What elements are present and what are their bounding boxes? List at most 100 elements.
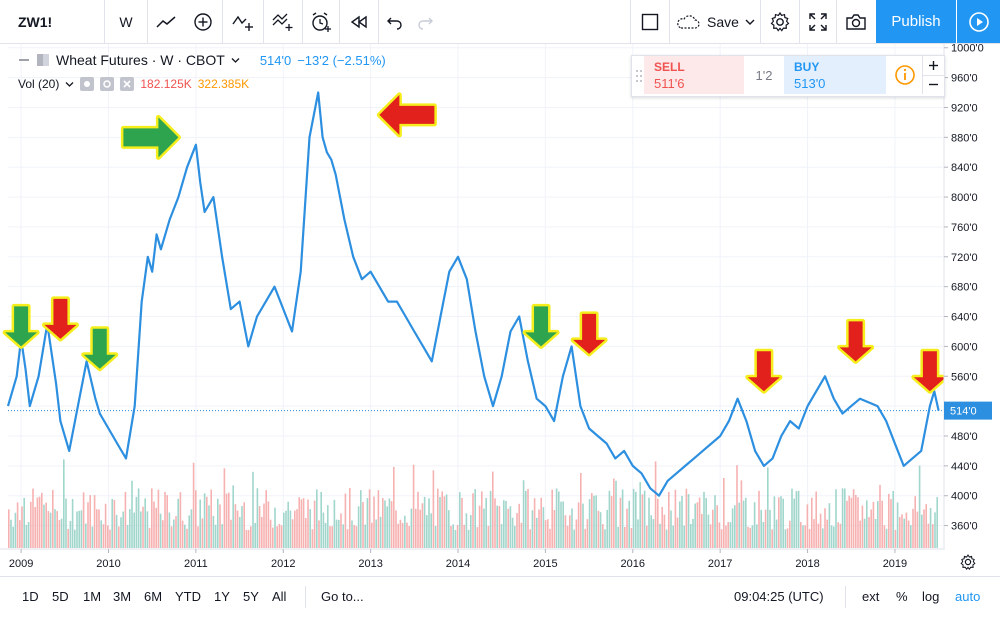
redo-button[interactable] — [411, 0, 439, 43]
red-down-arrow — [911, 348, 949, 394]
camera-icon — [846, 13, 866, 30]
volume-bar — [415, 508, 417, 548]
volume-bar — [514, 525, 516, 548]
symbol-search[interactable]: ZW1! — [18, 13, 53, 30]
info-icon[interactable] — [894, 64, 916, 86]
compare-button[interactable] — [184, 0, 222, 43]
range-1d[interactable]: 1D — [22, 589, 39, 604]
volume-bar — [780, 496, 782, 548]
collapse-icon[interactable] — [18, 54, 30, 66]
volume-bar — [151, 488, 153, 548]
volume-bar — [879, 484, 881, 548]
price-chart[interactable]: 1000'0 960'0 920'0 880'0 840'0 800'0 760'0 720'… — [0, 44, 1000, 576]
range-1y[interactable]: 1Y — [214, 589, 230, 604]
volume-bar — [445, 494, 448, 548]
fullscreen-button[interactable] — [800, 0, 836, 43]
percent-scale-toggle[interactable]: % — [896, 589, 908, 604]
fullscreen-selection-button[interactable] — [631, 0, 669, 43]
volume-bar — [113, 499, 116, 548]
volume-bar — [287, 501, 289, 548]
volume-bar — [243, 502, 245, 548]
volume-bar — [619, 497, 622, 548]
save-button[interactable]: Save — [670, 0, 760, 43]
volume-title[interactable]: Vol (20) — [18, 77, 60, 91]
volume-bar — [665, 529, 668, 548]
range-5d[interactable]: 5D — [52, 589, 69, 604]
log-scale-toggle[interactable]: log — [922, 589, 940, 604]
price-axis[interactable]: 1000'0 960'0 920'0 880'0 840'0 800'0 760'0 720'… — [943, 44, 1000, 576]
volume-bar — [100, 520, 102, 548]
publish-button[interactable]: Publish — [876, 0, 956, 43]
volume-bar — [835, 489, 837, 548]
volume-bar — [38, 496, 41, 548]
volume-bar — [586, 519, 589, 548]
alert-button[interactable] — [303, 0, 339, 43]
sell-button[interactable]: SELL 511'6 — [644, 56, 744, 94]
volume-bar — [228, 492, 230, 548]
chart-settings-button[interactable] — [944, 550, 1000, 576]
replay-button[interactable] — [340, 0, 378, 43]
chart-area[interactable]: 1000'0 960'0 920'0 880'0 840'0 800'0 760'0 720'… — [0, 44, 1000, 576]
red-down-arrow — [837, 318, 875, 364]
indicators-button[interactable] — [223, 0, 263, 43]
eye-icon[interactable] — [80, 77, 95, 91]
volume-bar — [806, 504, 809, 548]
volume-bar — [256, 488, 259, 548]
volume-bar — [672, 525, 674, 548]
snapshot-button[interactable] — [837, 0, 875, 43]
volume-bar — [861, 505, 864, 548]
volume-bar — [551, 489, 553, 548]
volume-bar — [687, 494, 690, 548]
volume-bar — [775, 519, 778, 548]
go-live-button[interactable] — [957, 0, 1000, 43]
volume-bar — [320, 491, 322, 548]
volume-bar — [98, 509, 100, 548]
settings-button[interactable] — [761, 0, 799, 43]
chart-type-button[interactable] — [148, 0, 184, 43]
range-6m[interactable]: 6M — [144, 589, 163, 604]
go-to-button[interactable]: Go to... — [321, 589, 364, 604]
series-title[interactable]: Wheat Futures · W · CBOT — [56, 52, 225, 68]
volume-bar — [399, 519, 402, 548]
volume-bar — [881, 500, 883, 548]
red-down-arrow — [745, 348, 783, 394]
quantity-increase-button[interactable] — [922, 56, 944, 76]
undo-button[interactable] — [379, 0, 411, 43]
range-1m[interactable]: 1M — [83, 589, 102, 604]
volume-bar — [912, 508, 914, 548]
auto-scale-toggle[interactable]: auto — [955, 589, 981, 604]
volume-bar — [65, 498, 67, 548]
volume-bar — [839, 523, 842, 548]
templates-button[interactable] — [264, 0, 302, 43]
range-3m[interactable]: 3M — [113, 589, 132, 604]
gear-icon[interactable] — [100, 77, 115, 91]
volume-bar — [874, 518, 877, 548]
volume-bar — [223, 468, 226, 548]
buy-button[interactable]: BUY 513'0 — [784, 56, 886, 94]
toolbar-divider — [147, 0, 148, 43]
chevron-down-icon[interactable] — [231, 57, 240, 64]
gear-icon — [960, 554, 976, 571]
drag-handle-icon[interactable] — [635, 68, 643, 84]
ext-hours-toggle[interactable]: ext — [862, 589, 880, 604]
volume-bar — [353, 524, 355, 548]
volume-bar — [498, 506, 501, 548]
volume-bar — [104, 503, 107, 548]
plus-icon — [929, 61, 938, 70]
close-icon[interactable] — [120, 77, 135, 91]
volume-bar — [412, 464, 415, 548]
interval-button[interactable]: W — [119, 13, 133, 30]
range-5y[interactable]: 5Y — [243, 589, 259, 604]
volume-bar — [914, 496, 916, 548]
volume-bar — [188, 515, 190, 548]
volume-bar — [329, 526, 331, 548]
volume-bar — [797, 490, 800, 548]
chevron-down-icon[interactable] — [65, 81, 74, 88]
utc-clock[interactable]: 09:04:25 (UTC) — [734, 589, 824, 604]
volume-bar — [195, 490, 197, 548]
range-all[interactable]: All — [272, 589, 287, 604]
volume-bar — [507, 508, 509, 548]
range-ytd[interactable]: YTD — [175, 589, 201, 604]
time-axis[interactable]: 2009 2010 2011 2012 2013 2014 2015 2016 2017 2018… — [0, 548, 944, 576]
quantity-decrease-button[interactable] — [922, 75, 944, 94]
